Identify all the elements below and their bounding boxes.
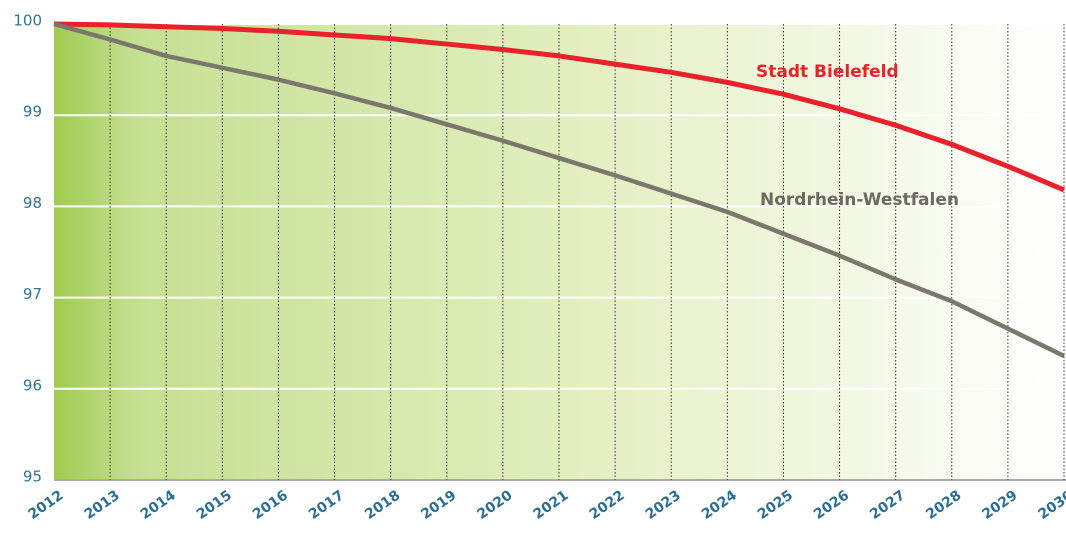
x-tick-label: 2019 — [418, 487, 459, 522]
x-tick-label: 2014 — [138, 487, 179, 523]
y-tick-label: 98 — [23, 194, 42, 212]
y-tick-label: 95 — [23, 468, 42, 486]
series-line — [53, 21, 1065, 358]
series-line — [53, 21, 1065, 193]
x-tick-label: 2023 — [643, 487, 684, 522]
series-label: Nordrhein-Westfalen — [760, 190, 959, 210]
x-tick-label: 2028 — [923, 487, 964, 522]
x-tick-label: 2030 — [1035, 487, 1066, 523]
y-tick-label: 97 — [23, 285, 42, 303]
y-tick-label: 99 — [23, 103, 42, 121]
x-tick-label: 2024 — [699, 487, 740, 523]
x-tick-label: 2027 — [867, 487, 908, 522]
y-tick-label: 100 — [13, 12, 42, 30]
x-tick-label: 2021 — [530, 487, 571, 522]
x-tick-label: 2022 — [587, 487, 628, 522]
x-tick-label: 2018 — [362, 487, 403, 522]
plot-background — [54, 24, 1066, 480]
x-tick-label: 2017 — [306, 487, 347, 522]
x-tick-label: 2020 — [474, 487, 515, 523]
x-tick-label: 2029 — [979, 487, 1020, 522]
series-label: Stadt Bielefeld — [756, 62, 899, 82]
x-tick-label: 2025 — [755, 487, 796, 522]
x-tick-label: 2016 — [250, 487, 291, 522]
y-tick-label: 96 — [23, 376, 42, 394]
x-tick-label: 2026 — [811, 487, 852, 522]
x-tick-label: 2013 — [82, 487, 123, 522]
x-tick-label: 2015 — [194, 487, 235, 522]
x-tick-label: 2012 — [25, 487, 66, 522]
